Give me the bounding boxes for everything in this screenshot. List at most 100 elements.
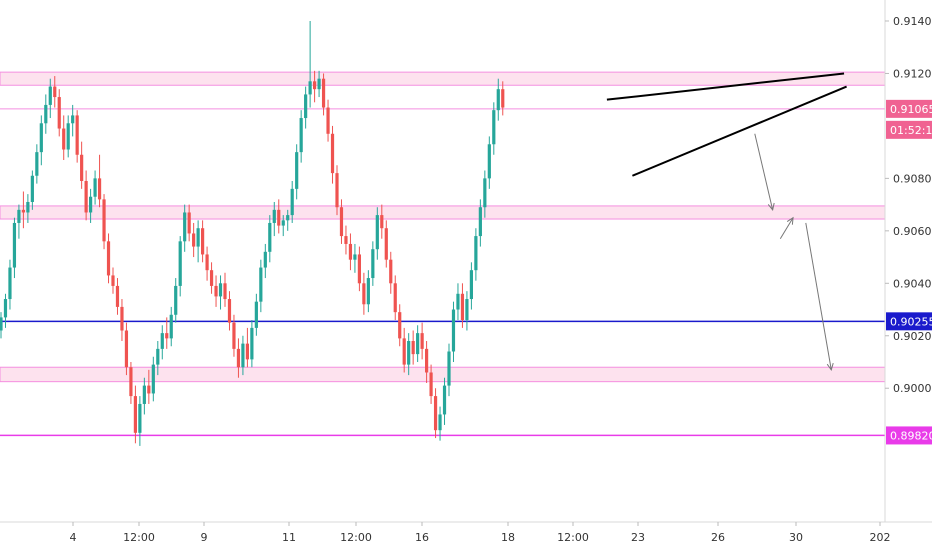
candle-body: [151, 364, 155, 394]
candle-body: [277, 209, 281, 226]
candle-body: [115, 285, 120, 307]
candle: [12, 217, 17, 279]
candle: [353, 243, 357, 273]
candle-body: [362, 283, 366, 305]
candle-body: [389, 259, 393, 284]
candle: [411, 330, 415, 365]
candle-body: [66, 123, 70, 150]
candle: [250, 320, 254, 368]
candle-body: [308, 81, 312, 95]
candle: [147, 369, 151, 404]
candle-body: [124, 330, 129, 368]
candle-body: [433, 396, 438, 431]
candle: [201, 220, 205, 263]
candle-body: [106, 241, 111, 276]
candle: [3, 293, 8, 328]
candle: [496, 78, 500, 121]
price-badge-2: 0.90255: [886, 312, 932, 331]
time-axis[interactable]: 4 12:00 9 11 12:00 16 18 12:00 23 26 30 202: [70, 522, 891, 544]
price-badge-0: 0.91065: [886, 99, 932, 118]
candle: [232, 314, 236, 357]
candle: [57, 89, 61, 137]
candle-body: [299, 118, 303, 153]
candle: [416, 325, 420, 362]
candle-body: [290, 188, 294, 216]
candle-body: [420, 333, 424, 349]
candle-body: [425, 348, 429, 373]
candle: [474, 228, 478, 281]
candle: [299, 110, 303, 163]
candle-body: [44, 104, 48, 124]
arrow-shaft: [754, 133, 774, 210]
candle-body: [147, 385, 151, 394]
candle-body: [30, 175, 34, 202]
candle: [223, 272, 227, 307]
arrow-shaft: [805, 222, 832, 370]
candle: [165, 317, 169, 349]
candle-body: [169, 314, 173, 339]
candle-body: [53, 86, 57, 98]
candle-body: [474, 236, 478, 271]
candle-body: [460, 293, 465, 321]
candle: [151, 356, 155, 402]
candle: [362, 272, 366, 315]
candle-body: [313, 81, 317, 90]
candle-body: [353, 254, 357, 260]
candle-body: [21, 209, 25, 213]
candle: [286, 209, 290, 231]
candle-body: [268, 222, 272, 252]
candle: [245, 327, 249, 368]
candle: [478, 199, 482, 247]
time-tick-label: 12:00: [340, 531, 372, 544]
wedge-line-1: [632, 85, 847, 177]
candle: [501, 81, 505, 116]
candle-body: [442, 385, 447, 415]
candle-body: [339, 207, 344, 237]
candle: [218, 275, 223, 310]
candle: [196, 220, 200, 263]
badge-label: 01:52:13: [890, 124, 932, 137]
candle-body: [156, 348, 160, 365]
candle: [124, 322, 129, 376]
candle-body: [317, 78, 321, 90]
projection-arrow-1: [779, 216, 794, 239]
candle: [290, 180, 294, 223]
candle: [469, 262, 473, 310]
candle: [268, 215, 272, 263]
price-badge-3: 0.89820: [886, 426, 932, 445]
price-tick-label: 0.90000: [893, 382, 932, 395]
candle: [389, 251, 393, 294]
candle-body: [17, 209, 21, 223]
candle: [442, 377, 447, 425]
candle-body: [357, 254, 361, 284]
candle: [429, 364, 433, 404]
candle: [335, 165, 339, 216]
candle: [371, 241, 375, 286]
candle: [407, 333, 411, 376]
candle: [8, 259, 12, 310]
candle-body: [57, 97, 61, 129]
candle-body: [48, 86, 52, 105]
candle-body: [93, 178, 97, 197]
candle-body: [209, 270, 214, 286]
candle-body: [178, 241, 182, 286]
badge-label: 0.90255: [890, 315, 932, 328]
candle-body: [201, 228, 205, 255]
candle-body: [142, 385, 146, 404]
candle: [330, 125, 335, 184]
horizontal-zones: [0, 71, 886, 383]
candle: [344, 225, 348, 255]
price-badge-1: 01:52:13: [886, 120, 932, 139]
candle-body: [160, 333, 164, 349]
candle: [26, 194, 30, 223]
candle-body: [120, 306, 124, 331]
candle-body: [0, 317, 3, 331]
candle-body: [138, 403, 142, 433]
candle: [277, 199, 281, 234]
